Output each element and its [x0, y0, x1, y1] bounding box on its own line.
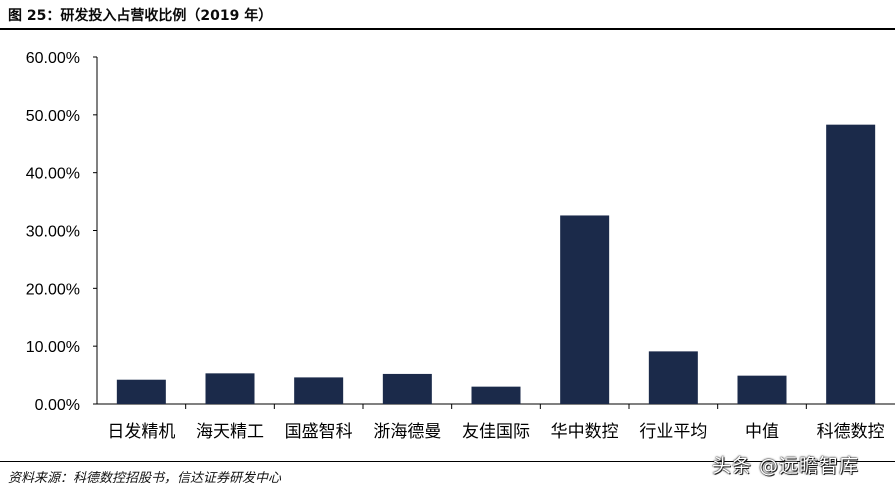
y-tick-label: 0.00% — [35, 397, 80, 414]
y-tick-label: 10.00% — [26, 339, 80, 356]
y-tick-label: 60.00% — [26, 50, 80, 67]
watermark: 头条 @远瞻智库 — [712, 455, 860, 477]
bar — [648, 351, 698, 404]
x-tick-label: 科德数控 — [817, 422, 885, 442]
bar — [116, 379, 166, 404]
y-tick-label: 40.00% — [26, 166, 80, 183]
x-tick-label: 中值 — [745, 422, 779, 442]
chart-title: 图 25：研发投入占营收比例（2019 年） — [8, 8, 273, 24]
bar — [560, 215, 610, 404]
title-divider — [0, 28, 895, 30]
bar — [382, 373, 432, 404]
x-tick-label: 友佳国际 — [462, 422, 530, 442]
bar — [294, 377, 344, 404]
y-tick-label: 20.00% — [26, 281, 80, 298]
bar — [737, 375, 787, 404]
x-tick-label: 华中数控 — [551, 422, 619, 442]
bar — [471, 386, 521, 404]
x-tick-label: 日发精机 — [107, 422, 175, 442]
x-tick-label: 海天精工 — [196, 422, 264, 442]
y-tick-label: 50.00% — [26, 108, 80, 125]
source-note: 资料来源：科德数控招股书，信达证券研发中心 — [8, 471, 282, 486]
bar — [205, 373, 255, 404]
y-tick-label: 30.00% — [26, 224, 80, 241]
x-tick-label: 浙海德曼 — [373, 422, 441, 442]
footer-divider — [0, 461, 895, 462]
x-tick-label: 行业平均 — [639, 422, 707, 442]
x-tick-label: 国盛智科 — [285, 422, 353, 442]
bar — [826, 124, 876, 404]
bar-chart: 0.00% 10.00% 20.00% 30.00% 40.00% 50.00% 60.00… — [26, 50, 895, 442]
